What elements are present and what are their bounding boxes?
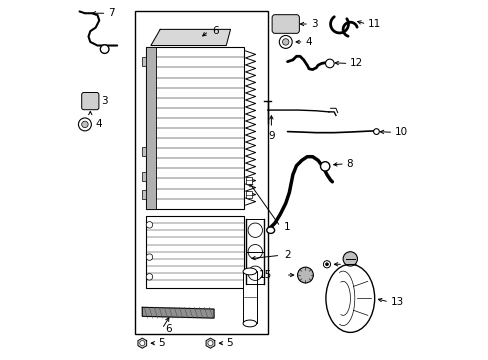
Bar: [142, 172, 145, 181]
Ellipse shape: [266, 227, 274, 233]
Text: 13: 13: [390, 297, 403, 307]
Bar: [145, 47, 244, 209]
Bar: [142, 57, 145, 66]
Circle shape: [282, 39, 288, 45]
Text: 7: 7: [108, 8, 115, 18]
Circle shape: [279, 36, 292, 48]
Text: 3: 3: [101, 96, 107, 106]
Circle shape: [323, 261, 330, 268]
Circle shape: [146, 274, 152, 280]
Circle shape: [325, 59, 333, 68]
Text: 15: 15: [258, 270, 271, 280]
Text: 5: 5: [226, 338, 233, 348]
Ellipse shape: [243, 268, 256, 275]
Polygon shape: [205, 338, 214, 348]
Polygon shape: [142, 307, 214, 318]
Circle shape: [297, 267, 313, 283]
Polygon shape: [138, 338, 146, 348]
Text: 8: 8: [346, 159, 353, 169]
FancyBboxPatch shape: [271, 15, 299, 33]
Text: 2: 2: [284, 250, 290, 260]
Ellipse shape: [325, 264, 374, 332]
Text: 4: 4: [96, 120, 102, 129]
Bar: [243, 271, 256, 323]
Bar: [142, 147, 145, 156]
Text: 9: 9: [267, 131, 274, 140]
Bar: [145, 216, 244, 288]
Text: 1: 1: [284, 222, 290, 231]
Bar: [142, 190, 145, 199]
Bar: [245, 192, 251, 198]
Text: 11: 11: [367, 19, 381, 29]
Circle shape: [100, 45, 109, 53]
Text: 14: 14: [344, 259, 357, 269]
Bar: [145, 47, 156, 209]
Circle shape: [81, 121, 88, 128]
Circle shape: [78, 118, 91, 131]
Circle shape: [146, 254, 152, 260]
Bar: [135, 12, 267, 334]
Text: 5: 5: [158, 338, 165, 348]
Circle shape: [207, 341, 212, 346]
Circle shape: [320, 162, 329, 171]
Ellipse shape: [243, 320, 256, 327]
Circle shape: [343, 252, 357, 266]
Text: 10: 10: [394, 127, 407, 137]
Polygon shape: [151, 30, 230, 45]
Text: 4: 4: [305, 37, 311, 47]
FancyBboxPatch shape: [81, 93, 99, 110]
Text: 6: 6: [212, 26, 219, 36]
Circle shape: [140, 341, 144, 346]
Circle shape: [325, 263, 328, 266]
Circle shape: [373, 129, 379, 134]
Circle shape: [146, 222, 152, 228]
Bar: [245, 177, 251, 184]
Text: 12: 12: [349, 58, 363, 68]
Text: 6: 6: [165, 324, 172, 334]
Text: 3: 3: [310, 19, 317, 29]
